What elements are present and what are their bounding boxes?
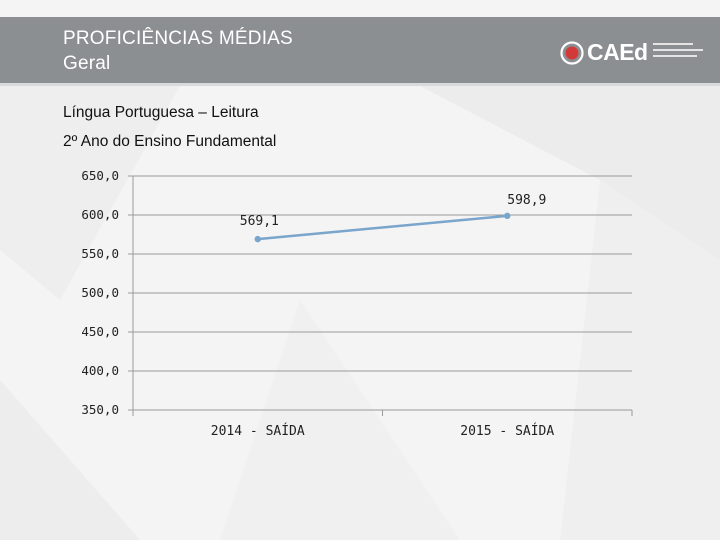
y-tick-label: 550,0 (81, 246, 119, 261)
data-point (504, 212, 511, 220)
series-line (257, 214, 508, 241)
y-tick-label: 450,0 (81, 324, 119, 339)
y-tick-label: 400,0 (81, 363, 119, 378)
caed-logo: CAEd (560, 39, 703, 66)
page-title-line-1: PROFICIÊNCIAS MÉDIAS (63, 28, 293, 49)
y-tick-label: 650,0 (81, 168, 119, 183)
y-tick-label: 500,0 (81, 285, 119, 300)
caed-logo-text: CAEd (587, 39, 648, 65)
data-point (254, 235, 261, 243)
page-title: PROFICIÊNCIAS MÉDIAS Geral (63, 26, 293, 76)
data-label: 598,9 (507, 193, 546, 208)
x-tick-label: 2014 - SAÍDA (211, 423, 305, 439)
grade-title: 2º Ano do Ensino Fundamental (63, 133, 277, 150)
page-title-line-2: Geral (63, 53, 111, 74)
y-tick-label: 600,0 (81, 207, 119, 222)
header-divider (0, 83, 720, 86)
header-bar (0, 17, 720, 83)
y-tick-label: 350,0 (81, 402, 119, 417)
subject-title: Língua Portuguesa – Leitura (63, 104, 259, 121)
x-tick-label: 2015 - SAÍDA (460, 423, 554, 439)
data-label: 569,1 (240, 214, 279, 229)
caed-logo-subtext (653, 43, 703, 61)
caed-logo-mark-icon (560, 41, 584, 65)
